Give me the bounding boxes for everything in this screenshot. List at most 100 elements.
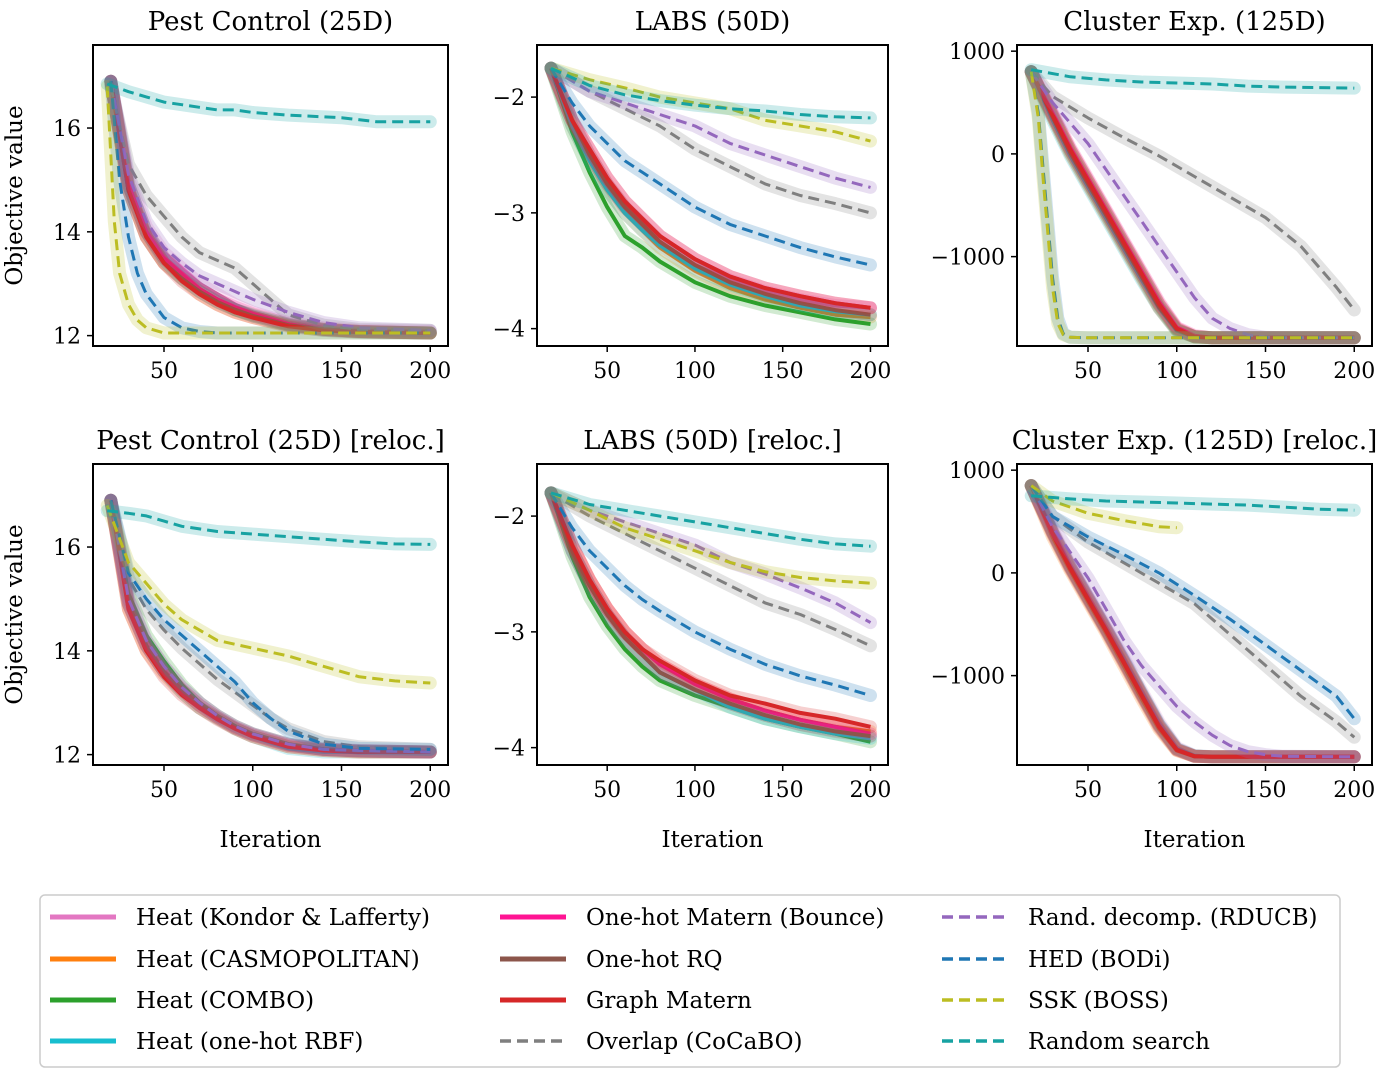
panel-title: Pest Control (25D) [reloc.] [96,426,445,456]
y-tick-label: −2 [493,505,525,530]
plot-frame [92,463,449,766]
legend-label: HED (BODi) [1028,947,1171,973]
x-tick-label: 100 [232,778,274,803]
series-line-ssk-boss [550,491,871,585]
legend-label: Heat (Kondor & Lafferty) [136,905,430,931]
x-tick-label: 50 [593,778,621,803]
series-line-ssk-boss [1029,71,1355,340]
series-line-graph-matern [108,80,431,335]
legend-label: Overlap (CoCaBO) [586,1029,802,1055]
panel-3: Cluster Exp. (125D) 50 100 150 200 1000 0 −1000 [931,7,1376,384]
panel-2: LABS (50D) 50 100 150 200 −2 −3 −4 [493,7,892,384]
legend-label: Random search [1028,1029,1210,1055]
series-line-overlap-cocabo [109,86,431,332]
y-tick-label: 1000 [949,459,1005,484]
panel-title: LABS (50D) [635,7,790,37]
series-line-random-search [1030,68,1355,90]
series-line-hed-bodi [109,499,431,751]
series-line-overlap-cocabo [1029,484,1356,739]
band-overlap-cocabo [1024,479,1361,744]
legend-item-graph-matern: Graph Matern [500,988,752,1014]
series-line-graph-matern [1029,484,1355,759]
x-tick-label: 100 [674,778,716,803]
panel-title: Pest Control (25D) [148,7,393,37]
series-line-random-search [1031,494,1355,512]
legend-frame [39,894,1341,1068]
legend-item-ssk-boss: SSK (BOSS) [942,988,1169,1014]
plot-frame [1016,44,1373,347]
series-line-overlap-cocabo [109,499,431,751]
y-axis-label: Objective value [2,524,28,704]
legend-item-heat-casmopolitan: Heat (CASMOPOLITAN) [50,947,420,973]
y-tick-label: 12 [53,744,81,769]
y-tick-label: −3 [493,202,525,227]
x-tick-label: 50 [1074,359,1102,384]
series-line-rand-decomp-rducb [109,81,431,332]
legend-item-random-search: Random search [942,1029,1210,1055]
plot-frame [92,44,449,347]
y-tick-label: 16 [53,536,81,561]
series-group [544,61,877,331]
y-tick-label: 14 [53,221,81,246]
series-line-rand-decomp-rducb [550,491,872,624]
legend-item-overlap-cocabo: Overlap (CoCaBO) [500,1029,802,1055]
legend-label: One-hot RQ [586,947,722,973]
series-line-rand-decomp-rducb [1029,70,1355,340]
y-tick-label: 0 [991,562,1005,587]
legend-item-one-hot-matern-bounce: One-hot Matern (Bounce) [500,905,884,931]
legend-item-heat-combo: Heat (COMBO) [50,988,314,1014]
series-line-ssk-boss [550,66,871,143]
series-line-heat-one-hot-rbf [549,67,871,317]
x-tick-label: 100 [1156,778,1198,803]
y-tick-label: 1000 [949,40,1005,65]
x-tick-label: 200 [849,778,891,803]
legend-label: Heat (CASMOPOLITAN) [136,947,420,973]
x-tick-label: 200 [409,778,451,803]
y-tick-label: 14 [53,640,81,665]
series-group [1024,63,1361,345]
series-line-ssk-boss [105,86,431,335]
y-tick-label: 0 [991,143,1005,168]
plot-frame [536,463,889,766]
panel-4: Pest Control (25D) [reloc.] 50 100 150 200 12… [2,426,451,853]
y-tick-label: 16 [53,117,81,142]
series-line-random-search [107,509,431,546]
series-line-overlap-cocabo [550,491,872,648]
x-tick-label: 50 [1074,778,1102,803]
series-line-random-search [550,491,871,548]
legend-label: SSK (BOSS) [1028,988,1169,1014]
plot-frame [536,44,889,347]
legend-label: One-hot Matern (Bounce) [586,905,884,931]
x-tick-label: 200 [1333,359,1375,384]
legend-item-hed-bodi: HED (BODi) [942,947,1171,973]
panel-1: Pest Control (25D) 50 100 150 200 12 14 16 Objec… [2,7,451,384]
legend-label: Heat (COMBO) [136,988,314,1014]
series-line-hed-bodi [549,492,871,697]
x-tick-label: 200 [849,359,891,384]
series-line-hed-bodi [549,67,871,267]
x-tick-label: 100 [674,359,716,384]
series-group [100,74,437,340]
series-line-random-search [550,66,871,120]
series-line-overlap-cocabo [550,66,871,215]
legend-item-one-hot-rq: One-hot RQ [500,947,722,973]
y-tick-label: −1000 [931,665,1005,690]
legend: Heat (Kondor & Lafferty) Heat (CASMOPOLIT… [39,894,1341,1068]
panel-5: LABS (50D) [reloc.] 50 100 150 200 −2 −3 −4 Iter… [493,426,892,853]
series-line-ssk-boss [105,504,431,685]
x-tick-label: 50 [150,359,178,384]
series-line-random-search [106,82,431,124]
series-line-one-hot-rq [549,67,871,317]
legend-item-heat-kondor-lafferty: Heat (Kondor & Lafferty) [50,905,430,931]
panel-title: Cluster Exp. (125D) [reloc.] [1012,426,1378,456]
legend-label: Rand. decomp. (RDUCB) [1028,905,1318,931]
series-line-graph-matern [549,492,871,729]
y-tick-label: −2 [493,86,525,111]
legend-item-heat-one-hot-rbf: Heat (one-hot RBF) [50,1029,363,1055]
x-tick-label: 150 [762,778,804,803]
y-tick-label: −3 [493,621,525,646]
series-group [1024,479,1361,764]
y-tick-label: 12 [53,325,81,350]
x-tick-label: 150 [762,359,804,384]
panel-title: LABS (50D) [reloc.] [583,426,842,456]
